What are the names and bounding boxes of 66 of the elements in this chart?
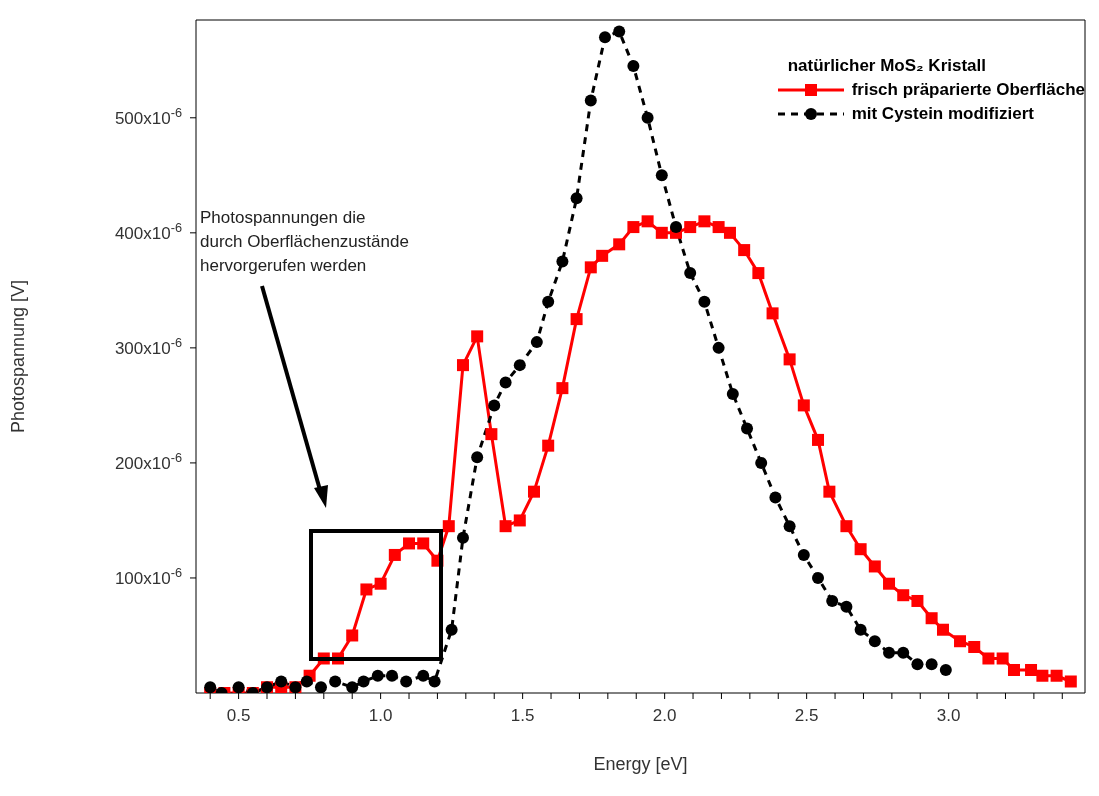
legend-title: natürlicher MoS₂ Kristall [786, 56, 987, 76]
y-tick-label: 500x10$^{-6}$ [114, 104, 182, 128]
point [428, 675, 441, 688]
point [385, 669, 398, 682]
point [911, 658, 924, 671]
point [329, 675, 342, 688]
point [584, 94, 597, 107]
x-tick-label: 2.5 [794, 706, 819, 725]
x-tick-label: 1.5 [510, 706, 535, 725]
point [371, 669, 384, 682]
point [854, 623, 867, 636]
point [400, 675, 413, 688]
point [471, 451, 484, 464]
point [417, 669, 430, 682]
point [445, 623, 458, 636]
annotation: Photospannungen die durch Oberflächenzustände hervorgerufen werden [200, 207, 409, 277]
point [314, 681, 327, 693]
y-tick-label: 200x10$^{-6}$ [114, 449, 182, 473]
point [726, 387, 739, 400]
point [627, 60, 640, 73]
point [357, 675, 370, 688]
point [883, 646, 896, 659]
x-axis-title: Energy [eV] [593, 754, 688, 774]
point [488, 399, 501, 412]
point [755, 456, 768, 469]
point [232, 681, 245, 693]
point [741, 422, 754, 435]
point [499, 376, 512, 389]
legend-label: mit Cystein modifiziert [851, 104, 1034, 124]
point [897, 646, 910, 659]
point [599, 31, 611, 44]
point [641, 111, 654, 124]
x-tick-label: 2.0 [652, 706, 677, 725]
point [655, 169, 668, 182]
point [712, 341, 725, 354]
y-tick-label: 400x10$^{-6}$ [114, 219, 182, 243]
point [868, 635, 881, 648]
point [812, 571, 825, 584]
point [530, 336, 543, 349]
point [513, 359, 526, 372]
point [698, 295, 711, 308]
y-axis-title: Photospannung [V] [8, 279, 29, 434]
point [456, 531, 469, 544]
point [346, 681, 359, 693]
x-tick-label: 1.0 [368, 706, 393, 725]
point [542, 295, 555, 308]
point [613, 25, 626, 38]
point [275, 675, 288, 688]
point [556, 255, 569, 268]
x-tick-label: 0.5 [226, 706, 251, 725]
point [797, 548, 810, 561]
point [840, 600, 853, 613]
point [769, 491, 782, 504]
point [826, 594, 839, 607]
point [570, 192, 583, 205]
y-tick-label: 300x10$^{-6}$ [114, 334, 182, 358]
point [300, 675, 313, 688]
point [204, 681, 217, 693]
point [925, 658, 938, 671]
point [783, 520, 796, 533]
y-tick-label: 100x10$^{-6}$ [114, 564, 182, 588]
x-tick-label: 3.0 [936, 706, 961, 725]
point [939, 663, 952, 676]
legend-label: frisch präparierte Oberfläche [851, 80, 1085, 100]
point [670, 221, 682, 234]
point [684, 267, 697, 280]
